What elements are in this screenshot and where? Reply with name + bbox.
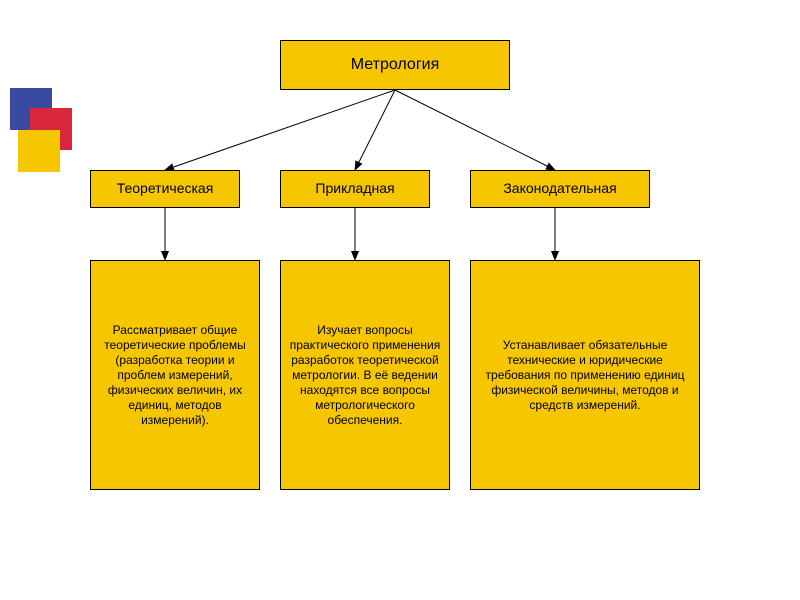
branch-node-applied: Прикладная [280,170,430,208]
branch-node-label: Прикладная [315,180,394,198]
root-node: Метрология [280,40,510,90]
branch-node-theoretical: Теоретическая [90,170,240,208]
root-node-label: Метрология [351,55,440,75]
branch-desc-applied: Изучает вопросы практического применения… [280,260,450,490]
branch-node-label: Теоретическая [117,180,214,198]
branch-desc-text: Рассматривает общие теоретические пробле… [99,323,251,428]
diagram-canvas: Метрология Теоретическая Прикладная Зако… [0,0,800,600]
branch-desc-legislative: Устанавливает обязательные технические и… [470,260,700,490]
deco-square-yellow [18,130,60,172]
branch-node-label: Законодательная [503,180,616,198]
branch-desc-theoretical: Рассматривает общие теоретические пробле… [90,260,260,490]
branch-desc-text: Устанавливает обязательные технические и… [479,338,691,413]
branch-node-legislative: Законодательная [470,170,650,208]
branch-desc-text: Изучает вопросы практического применения… [289,323,441,428]
